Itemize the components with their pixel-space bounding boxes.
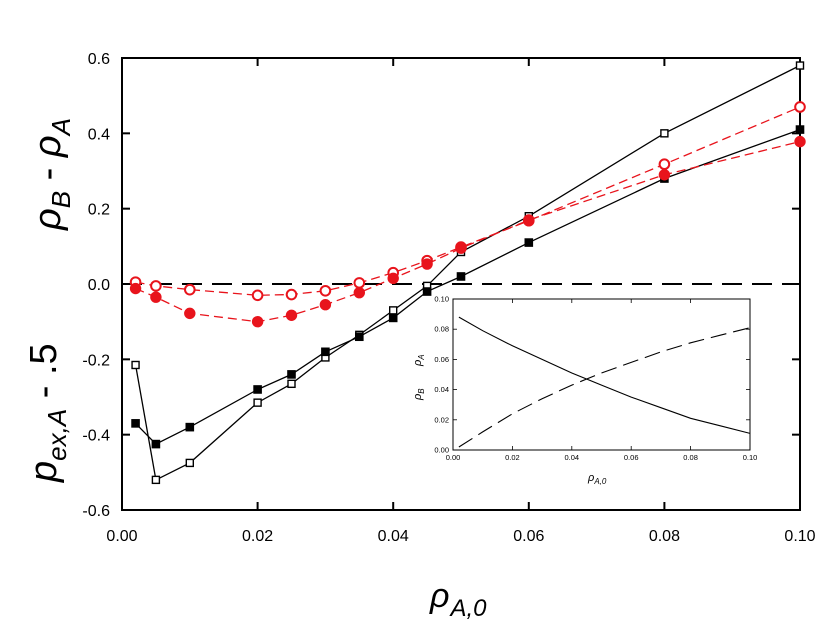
inset-y-tick-label: 0.04	[434, 385, 449, 394]
inset-y-tick-label: 0.00	[434, 446, 449, 455]
data-point-filled-circle	[150, 291, 162, 303]
data-point-open-square	[795, 61, 805, 70]
data-point-filled-circle	[285, 309, 298, 321]
inset-series-rho_B	[458, 316, 751, 434]
series-open-circle	[129, 101, 806, 302]
data-point-open-circle	[353, 277, 366, 289]
inset-x-tick-label: 0.04	[564, 453, 579, 462]
series-line-filled-circle	[135, 140, 801, 323]
y-tick-label: 0.0	[88, 277, 110, 294]
inset-plot-frame	[452, 298, 751, 451]
data-point-open-circle	[184, 283, 196, 296]
data-point-filled-circle	[794, 135, 806, 148]
y-tick-label: -0.4	[82, 428, 110, 445]
inset-series-rho_A	[458, 327, 751, 448]
inset-x-tick-label: 0.10	[743, 453, 758, 462]
data-point-filled-circle	[421, 258, 433, 270]
data-point-open-circle	[319, 284, 332, 297]
data-point-open-circle	[794, 101, 806, 113]
y-tick-label: 0.4	[88, 126, 110, 143]
x-tick-label: 0.08	[649, 528, 680, 545]
x-tick-label: 0.02	[242, 528, 273, 545]
data-point-filled-circle	[251, 315, 264, 328]
y-axis-title-top: ρB - ρA	[27, 118, 76, 231]
data-point-open-square	[287, 379, 296, 389]
data-point-filled-circle	[523, 214, 535, 226]
data-point-filled-circle	[319, 299, 332, 311]
inset-x-tick-label: 0.00	[446, 453, 461, 462]
inset-y-tick-label: 0.08	[434, 325, 449, 334]
inset-y-tick-label: 0.06	[434, 355, 449, 364]
inset-x-tick-label: 0.06	[624, 453, 639, 462]
inset-y-tick-label: 0.10	[434, 295, 449, 304]
data-point-filled-circle	[387, 272, 399, 285]
data-point-filled-square	[795, 125, 805, 134]
x-tick-label: 0.00	[106, 528, 137, 545]
data-point-filled-square	[321, 347, 330, 357]
data-point-open-square	[151, 475, 161, 485]
inset-series-line-rho_A	[458, 327, 751, 448]
data-point-filled-circle	[658, 169, 671, 181]
data-point-filled-square	[422, 287, 432, 296]
data-point-filled-square	[456, 272, 466, 281]
series-line-open-circle	[135, 106, 801, 296]
y-tick-label: 0.2	[88, 202, 110, 219]
inset-x-tick-label: 0.02	[505, 453, 520, 462]
data-point-filled-square	[524, 238, 534, 247]
data-point-filled-circle	[184, 307, 196, 320]
inset-x-tick-label: 0.08	[683, 453, 698, 462]
data-point-filled-square	[151, 439, 161, 449]
x-tick-label: 0.06	[513, 528, 544, 545]
y-tick-label: -0.6	[82, 503, 110, 520]
data-point-filled-square	[355, 332, 364, 342]
data-point-open-square	[131, 360, 140, 370]
data-point-filled-square	[253, 385, 262, 394]
data-point-open-square	[660, 129, 669, 138]
inset-y-tick-label: 0.02	[434, 415, 449, 424]
data-point-open-circle	[285, 288, 298, 301]
x-tick-label: 0.04	[378, 528, 409, 545]
data-point-filled-square	[388, 313, 398, 323]
y-tick-label: -0.2	[82, 352, 110, 369]
inset-y-axis-title-left: ρB	[412, 388, 426, 401]
x-tick-label: 0.10	[784, 528, 815, 545]
x-axis-title: ρA,0	[429, 577, 487, 621]
data-point-open-circle	[150, 280, 162, 292]
inset-series-line-rho_B	[458, 316, 751, 434]
y-tick-label: 0.6	[88, 51, 110, 68]
x-axis-title-sub: A,0	[448, 595, 487, 621]
data-point-open-square	[185, 458, 195, 468]
series-filled-square	[131, 125, 805, 449]
data-point-filled-circle	[455, 242, 467, 254]
data-point-filled-square	[131, 419, 140, 428]
data-point-open-square	[389, 306, 398, 315]
inset-y-axis-title-right: ρA	[412, 354, 426, 367]
inset-x-axis-title: ρA,0	[587, 472, 607, 486]
data-point-open-square	[253, 398, 262, 407]
series-filled-circle	[129, 135, 806, 328]
data-point-filled-square	[287, 370, 296, 379]
data-point-open-circle	[251, 289, 264, 302]
data-point-filled-square	[185, 422, 195, 432]
data-point-filled-circle	[129, 282, 142, 295]
data-point-filled-circle	[353, 286, 365, 299]
y-axis-title-bottom: pex,A - .5	[23, 343, 72, 483]
data-point-open-circle	[658, 158, 671, 171]
